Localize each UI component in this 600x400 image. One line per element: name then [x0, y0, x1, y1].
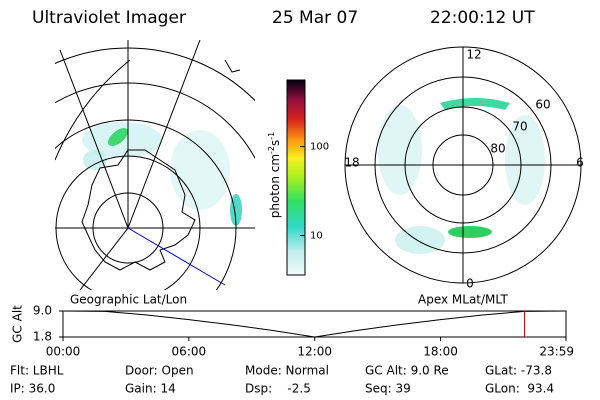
x-tick-label: 12:00 [297, 345, 332, 359]
geographic-image [55, 40, 255, 290]
colorbar [286, 79, 306, 276]
x-tick-label: 00:00 [46, 345, 81, 359]
lat-label: 60 [535, 98, 550, 112]
status-field: Mode: Normal [245, 364, 329, 378]
timeline-right-label: Apex MLat/MLT [418, 293, 508, 307]
colorbar-tick-label: 100 [310, 142, 329, 153]
y-tick-label: 9.0 [33, 304, 52, 318]
altitude-line [62, 310, 567, 338]
time: 22:00:12 UT [430, 8, 535, 28]
polar-image [344, 46, 582, 284]
status-field: Gain: 14 [125, 382, 176, 396]
y-tick-label: 1.8 [33, 330, 52, 344]
label-sup: -2 [267, 146, 276, 154]
mlt-label: 18 [344, 156, 359, 170]
status-field: GLon: 93.4 [485, 382, 554, 396]
status-field: GC Alt: 9.0 Re [365, 364, 449, 378]
mlt-label: 6 [576, 156, 584, 170]
label-sup: -1 [267, 132, 276, 140]
timeline-left-label: Geographic Lat/Lon [70, 293, 187, 307]
title: Ultraviolet Imager [32, 8, 186, 28]
status-field: Flt: LBHL [10, 364, 64, 378]
label-part: photon cm [268, 154, 282, 218]
x-tick-label: 23:59 [539, 345, 574, 359]
footer: Flt: LBHL Door: Open Mode: Normal GC Alt: 9… [10, 364, 554, 396]
axis-label: GC Alt [11, 305, 25, 343]
status-field: IP: 36.0 [10, 382, 55, 396]
status-field: Dsp: -2.5 [245, 382, 311, 396]
x-tick-label: 18:00 [423, 345, 458, 359]
x-tick-label: 06:00 [172, 345, 207, 359]
status-field: GLat: -73.8 [485, 364, 552, 378]
mlt-label: 12 [466, 48, 481, 62]
status-field: Door: Open [125, 364, 194, 378]
colorbar-label: photon cm-2s-1 [267, 132, 282, 219]
status-field: Seq: 39 [365, 382, 411, 396]
colorbar-tick-label: 10 [310, 231, 323, 242]
label-part: s [268, 140, 282, 146]
mlt-label: 0 [466, 277, 474, 291]
date: 25 Mar 07 [272, 8, 358, 28]
timeline-frame [62, 310, 567, 338]
lat-label: 70 [512, 120, 527, 134]
lat-label: 80 [490, 142, 505, 156]
